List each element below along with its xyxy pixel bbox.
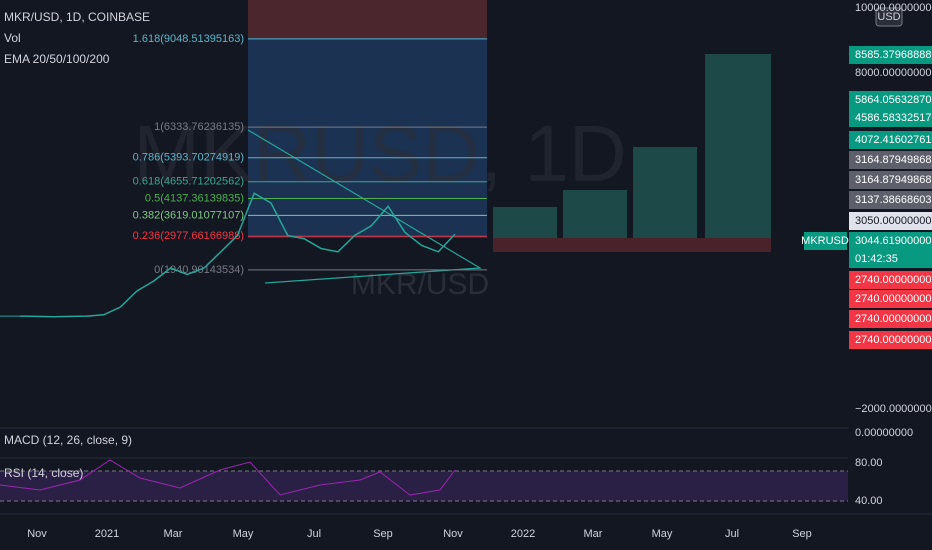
- rsi-title: RSI (14, close): [4, 466, 83, 480]
- price-tick: 10000.00000000: [855, 2, 932, 14]
- fib-label: 1(6333.76236135): [154, 121, 244, 133]
- unit-label: USD: [877, 11, 900, 23]
- time-label: Nov: [27, 528, 47, 540]
- time-label: Jul: [725, 528, 739, 540]
- price-line: [19, 192, 456, 318]
- price-tag-label: 2740.00000000: [855, 334, 931, 346]
- watermark: MKRUSD, 1D: [133, 109, 626, 198]
- price-tag-label: 3164.87949868: [855, 174, 931, 186]
- price-tag: [849, 171, 932, 189]
- rsi-band: [0, 471, 848, 501]
- rsi-tick: 40.00: [855, 495, 883, 507]
- projection-box: [633, 147, 697, 238]
- time-label: May: [233, 528, 254, 540]
- watermark-small: MKR/USD: [351, 268, 489, 301]
- time-label: Nov: [443, 528, 463, 540]
- price-tag-label: 2740.00000000: [855, 313, 931, 325]
- vol-label: Vol: [4, 31, 21, 45]
- stop-zone: [248, 0, 487, 38]
- price-tag-label: 3044.61900000: [855, 235, 931, 247]
- target-zone: [248, 38, 487, 238]
- ema-label: EMA 20/50/100/200: [4, 52, 110, 66]
- macd-title: MACD (12, 26, close, 9): [4, 433, 132, 447]
- symbol-tag: [804, 232, 847, 250]
- price-tag: [849, 331, 932, 349]
- price-tag-label: 2740.00000000: [855, 293, 931, 305]
- projection-box: [705, 54, 771, 238]
- price-tag-label: 3050.00000000: [855, 215, 931, 227]
- symbol-tag-label: MKRUSD: [801, 235, 849, 247]
- time-label: Jul: [307, 528, 321, 540]
- macd-axis-label: 0.00000000: [855, 427, 913, 439]
- fib-label: 1.618(9048.51395163): [133, 33, 244, 45]
- price-tag-label: 5864.05632870: [855, 94, 931, 106]
- price-tag: [849, 151, 932, 169]
- volume-axis-label: −2000.00000000: [855, 403, 932, 415]
- price-tag: [849, 109, 932, 127]
- time-label: Sep: [792, 528, 812, 540]
- time-label: Sep: [373, 528, 393, 540]
- price-tag-label: 2740.00000000: [855, 274, 931, 286]
- rsi-tick: 80.00: [855, 457, 883, 469]
- symbol-title: MKR/USD, 1D, COINBASE: [4, 10, 150, 24]
- fib-label: 0.786(5393.70274919): [133, 152, 244, 164]
- projection-box: [563, 190, 627, 238]
- countdown: 01:42:35: [855, 253, 898, 265]
- time-label: Mar: [584, 528, 603, 540]
- price-tag: [849, 91, 932, 109]
- projection-box: [493, 207, 557, 238]
- time-label: Mar: [164, 528, 183, 540]
- fib-label: 0.236(2977.66166988): [133, 230, 244, 242]
- price-tag: [849, 290, 932, 308]
- risk-band: [493, 238, 771, 252]
- price-tag: [849, 212, 932, 230]
- countdown-bg: [849, 250, 932, 268]
- price-tag-label: 4586.58332517: [855, 112, 931, 124]
- unit-badge[interactable]: [875, 7, 903, 27]
- fib-label: 0.382(3619.01077107): [133, 209, 244, 221]
- price-tag: [849, 131, 932, 149]
- price-tag: [849, 271, 932, 289]
- price-tick: 8000.00000000: [855, 67, 931, 79]
- price-tag-label: 3137.38668603: [855, 194, 931, 206]
- time-label: 2021: [95, 528, 119, 540]
- time-label: 2022: [511, 528, 535, 540]
- fib-label: 0.5(4137.36139835): [145, 192, 244, 204]
- triangle-pattern: [247, 129, 482, 284]
- price-tag-label: 3164.87949868: [855, 154, 931, 166]
- fib-label: 0.618(4655.71202562): [133, 176, 244, 188]
- price-tag: [849, 310, 932, 328]
- price-tag-label: 4072.41602761: [855, 134, 931, 146]
- price-tag: [849, 232, 932, 250]
- rsi-line: [0, 459, 456, 496]
- price-tag: [849, 46, 932, 64]
- price-tag: [849, 191, 932, 209]
- price-tag-label: 8585.37968888: [855, 49, 931, 61]
- time-label: May: [652, 528, 673, 540]
